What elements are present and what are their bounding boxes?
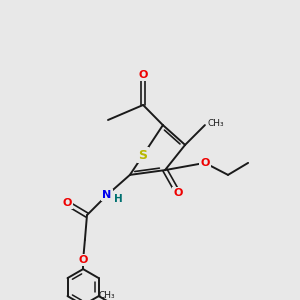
Text: O: O: [173, 188, 183, 198]
Text: CH₃: CH₃: [207, 119, 224, 128]
Text: H: H: [114, 194, 122, 204]
Text: O: O: [78, 255, 88, 265]
Text: N: N: [103, 190, 112, 200]
Text: S: S: [139, 148, 148, 162]
Text: O: O: [62, 198, 72, 208]
Text: O: O: [138, 70, 148, 80]
Text: CH₃: CH₃: [99, 290, 116, 299]
Text: O: O: [200, 158, 210, 168]
